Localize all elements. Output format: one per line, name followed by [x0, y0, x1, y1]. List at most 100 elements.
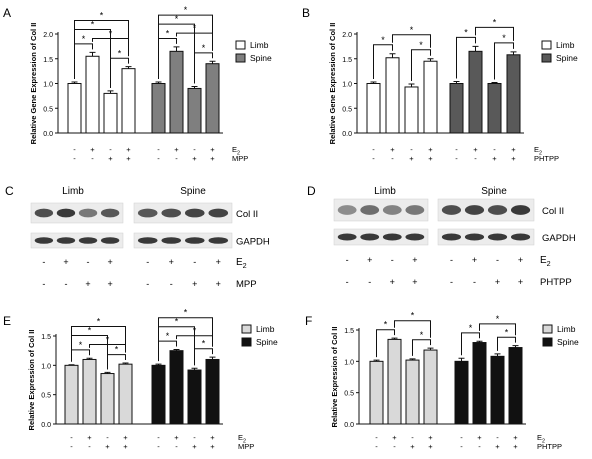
condition-mark: + — [90, 145, 95, 154]
condition-mark: + — [428, 433, 433, 442]
error-bar-spine-2 — [173, 46, 180, 52]
condition-mark: - — [106, 433, 109, 442]
sig-bracket-3-4-star: * — [502, 33, 506, 43]
error-bar-spine-4 — [209, 60, 216, 64]
y-tick-label: 1.5 — [43, 57, 53, 64]
condition-mark: + — [216, 279, 221, 289]
bar-limb-3 — [405, 359, 420, 425]
sig-bracket-1-2 — [461, 332, 480, 356]
legend-label-limb: Limb — [557, 324, 576, 334]
sig-bracket-3-4-star: * — [202, 339, 206, 349]
sig-bracket-1-3-star: * — [175, 14, 179, 24]
sig-bracket-1-2-star: * — [166, 331, 170, 341]
blot-band — [137, 237, 158, 244]
condition-mark: - — [73, 154, 76, 163]
bar-limb-2 — [82, 358, 97, 425]
condition-label-e2-subscript: 2 — [237, 150, 240, 156]
error-bar-limb-4 — [125, 66, 132, 69]
sig-bracket-3-4-star: * — [419, 40, 423, 50]
condition-label-e2-subscript: 2 — [243, 438, 246, 444]
sig-bracket-1-2-star: * — [384, 320, 388, 330]
condition-mark: + — [428, 154, 433, 163]
blot-band — [56, 237, 76, 244]
condition-mark: + — [495, 277, 500, 287]
legend-label-limb: Limb — [250, 40, 269, 50]
y-tick-label: 0.5 — [344, 391, 354, 398]
blot-band — [184, 208, 205, 218]
error-bar-spine-2 — [472, 45, 479, 52]
sig-bracket-1-4-star: * — [184, 5, 188, 15]
error-bar-spine-3 — [491, 82, 498, 84]
condition-mark: - — [493, 145, 496, 154]
condition-label-mpp: MPP — [232, 154, 248, 163]
bar-chart-e: 0.0 0.5 1.0 1.5 Relative Expression of Col I… — [27, 308, 278, 451]
bar-limb-1 — [64, 364, 79, 425]
condition-mark: - — [455, 154, 458, 163]
y-tick-label: 1.5 — [342, 57, 352, 64]
blot-row-label-gapdh: GAPDH — [542, 233, 576, 244]
condition-mark: - — [346, 277, 349, 287]
blot-membrane — [30, 202, 124, 224]
condition-mark: - — [473, 277, 476, 287]
bar-limb-3 — [103, 92, 118, 134]
y-axis-title: Relative Expression of Col II — [330, 327, 339, 428]
condition-label-e2: E2 — [537, 433, 545, 444]
error-bar-limb-3 — [408, 83, 415, 87]
condition-mark: - — [496, 255, 499, 265]
condition-mark: - — [478, 442, 481, 451]
sig-bracket-1-2-star: * — [381, 35, 385, 45]
sig-bracket-3-4 — [411, 49, 431, 81]
condition-mark: + — [495, 442, 500, 451]
bar-limb-1 — [67, 83, 82, 134]
condition-mark: + — [126, 145, 131, 154]
blot-band — [441, 233, 462, 241]
condition-mark: + — [216, 257, 221, 267]
blot-membrane — [437, 228, 535, 246]
condition-mark: - — [450, 255, 453, 265]
condition-mark: - — [346, 255, 349, 265]
bar-limb-3 — [404, 86, 419, 134]
legend-label-spine: Spine — [556, 53, 578, 63]
y-axis-title: Relative Gene Expression of Col II — [328, 23, 337, 145]
condition-mark: + — [390, 277, 395, 287]
sig-bracket-2-4 — [394, 320, 431, 338]
condition-mark: + — [390, 145, 395, 154]
condition-mark: + — [107, 257, 112, 267]
legend-swatch-spine — [241, 337, 252, 347]
condition-mark: + — [107, 279, 112, 289]
blot-band — [487, 233, 508, 241]
condition-mark: - — [372, 145, 375, 154]
sig-bracket-3-4 — [497, 336, 516, 351]
condition-mark: + — [63, 257, 68, 267]
condition-mark: - — [393, 442, 396, 451]
y-axis-title: Relative Gene Expression of Col II — [29, 23, 38, 145]
error-bar-spine-1 — [155, 363, 162, 366]
y-tick-label: 1.0 — [344, 359, 354, 366]
condition-mark: - — [375, 442, 378, 451]
condition-mark: - — [91, 154, 94, 163]
condition-mark: - — [368, 277, 371, 287]
y-tick-label: 0.5 — [342, 106, 352, 113]
condition-mark: - — [157, 442, 160, 451]
sig-bracket-1-3-star: * — [175, 317, 179, 327]
condition-label-e2: E2 — [238, 433, 246, 444]
sig-bracket-2-4-star: * — [411, 311, 415, 321]
condition-mark: + — [123, 433, 128, 442]
panel-letter-e: E — [3, 314, 11, 328]
error-bar-limb-1 — [71, 81, 78, 84]
condition-label-phtpp: PHTPP — [534, 154, 559, 163]
legend-swatch-limb — [235, 40, 246, 50]
condition-mark: - — [42, 257, 45, 267]
western-blot-c: Limb Spine Col II GAPDH - + - + - + - + E2 - - + + - - + + MP… — [30, 186, 270, 290]
condition-mark: + — [472, 255, 477, 265]
bar-spine-1 — [151, 364, 166, 425]
error-bar-limb-3 — [104, 371, 111, 374]
condition-mark: - — [157, 433, 160, 442]
condition-mark: - — [410, 145, 413, 154]
sig-bracket-1-2-star: * — [166, 28, 170, 38]
panel-letter-b: B — [302, 6, 310, 20]
y-axis-title: Relative Expression of Col II — [27, 330, 36, 431]
blot-row-label-col-ii: Col II — [236, 209, 258, 220]
bar-spine-3 — [490, 355, 505, 425]
error-bar-spine-2 — [476, 340, 483, 343]
